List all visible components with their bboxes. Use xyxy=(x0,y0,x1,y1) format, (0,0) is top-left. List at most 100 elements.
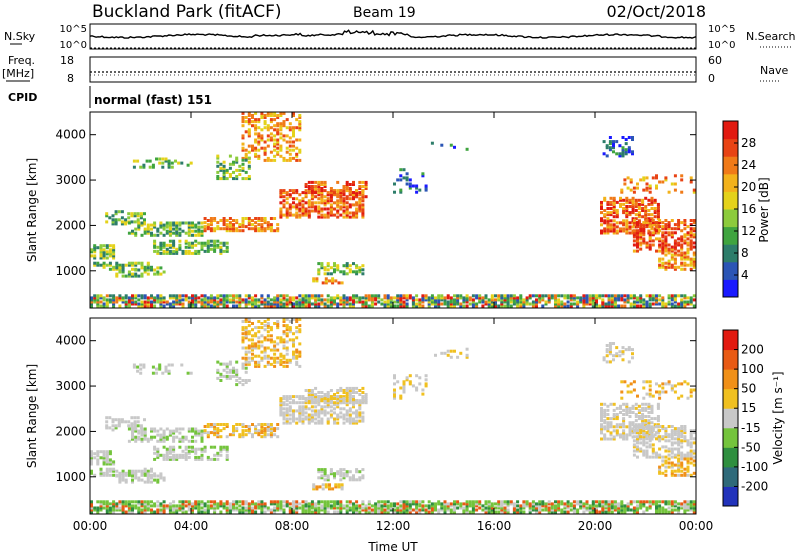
scatter-cell xyxy=(241,320,245,323)
scatter-cell xyxy=(566,500,570,504)
scatter-cell xyxy=(295,211,299,215)
scatter-cell xyxy=(168,508,172,512)
scatter-cell xyxy=(127,508,131,512)
scatter-cell xyxy=(241,508,245,512)
scatter-cell xyxy=(288,126,292,130)
scatter-cell xyxy=(522,298,526,302)
scatter-cell xyxy=(115,274,119,278)
scatter-cell xyxy=(339,191,343,195)
scatter-cell xyxy=(251,352,254,356)
scatter-cell xyxy=(209,294,213,298)
scatter-cell xyxy=(146,302,150,306)
scatter-cell xyxy=(595,510,598,514)
scatter-cell xyxy=(639,178,643,182)
scatter-cell xyxy=(288,395,292,399)
scatter-cell xyxy=(667,435,671,439)
scatter-cell xyxy=(427,500,431,504)
scatter-cell xyxy=(692,227,696,231)
scatter-cell xyxy=(140,296,144,300)
scatter-cell xyxy=(621,146,625,150)
scatter-cell xyxy=(402,506,406,510)
scatter-cell xyxy=(358,506,362,510)
scatter-cell xyxy=(576,304,580,308)
scatter-cell xyxy=(582,296,586,300)
scatter-cell xyxy=(96,300,100,304)
scatter-cell xyxy=(295,300,299,304)
scatter-cell xyxy=(437,300,441,304)
scatter-cell xyxy=(99,469,103,473)
scatter-cell xyxy=(244,300,248,304)
scatter-cell xyxy=(162,298,166,302)
scatter-cell xyxy=(355,272,359,276)
colorbar-segment xyxy=(723,279,738,298)
scatter-cell xyxy=(118,506,122,510)
scatter-cell xyxy=(396,300,400,304)
scatter-cell xyxy=(405,510,409,514)
scatter-cell xyxy=(680,245,684,249)
scatter-cell xyxy=(96,460,100,464)
scatter-cell xyxy=(228,217,232,220)
scatter-cell xyxy=(361,304,365,308)
scatter-cell xyxy=(219,500,223,504)
scatter-cell xyxy=(260,300,264,304)
scatter-cell xyxy=(348,470,352,474)
scatter-cell xyxy=(317,403,321,407)
scatter-cell xyxy=(609,211,613,215)
scatter-cell xyxy=(653,215,657,219)
scatter-cell xyxy=(232,370,235,374)
scatter-cell xyxy=(622,207,626,210)
scatter-cell xyxy=(333,403,336,407)
scatter-cell xyxy=(655,229,658,233)
scatter-cell xyxy=(298,138,302,142)
scatter-cell xyxy=(531,508,535,512)
scatter-cell xyxy=(304,510,308,514)
scatter-cell xyxy=(620,298,624,302)
scatter-cell xyxy=(143,429,147,433)
scatter-cell xyxy=(178,239,182,243)
scatter-cell xyxy=(159,247,163,251)
scatter-cell xyxy=(172,227,176,231)
scatter-cell xyxy=(146,480,150,484)
scatter-cell xyxy=(206,243,210,247)
scatter-cell xyxy=(153,298,157,302)
scatter-cell xyxy=(329,203,333,207)
scatter-cell xyxy=(150,469,153,473)
scatter-cell xyxy=(636,229,639,233)
scatter-cell xyxy=(399,396,403,400)
scatter-cell xyxy=(631,356,634,360)
scatter-cell xyxy=(418,382,422,386)
scatter-cell xyxy=(339,407,343,411)
scatter-cell xyxy=(137,221,141,225)
scatter-cell xyxy=(257,340,261,344)
scatter-cell xyxy=(604,502,608,506)
scatter-cell xyxy=(554,504,557,508)
scatter-cell xyxy=(241,116,245,119)
scatter-cell xyxy=(606,231,610,235)
scatter-cell xyxy=(276,132,280,136)
scatter-cell xyxy=(352,191,355,195)
scatter-cell xyxy=(213,504,217,508)
scatter-cell xyxy=(310,180,314,184)
scatter-cell xyxy=(603,437,607,441)
scatter-cell xyxy=(650,217,654,221)
scatter-cell xyxy=(213,429,217,433)
scatter-cell xyxy=(623,510,627,514)
scatter-cell xyxy=(266,360,270,364)
scatter-cell xyxy=(434,300,437,304)
scatter-cell xyxy=(165,247,169,251)
scatter-cell xyxy=(232,296,235,300)
scatter-cell xyxy=(266,322,270,325)
scatter-cell xyxy=(317,268,321,272)
scatter-cell xyxy=(115,506,119,510)
scatter-cell xyxy=(244,360,248,364)
scatter-cell xyxy=(631,205,635,208)
scatter-cell xyxy=(661,245,665,249)
scatter-cell xyxy=(650,196,654,200)
scatter-cell xyxy=(585,500,589,504)
scatter-cell xyxy=(627,150,631,154)
scatter-cell xyxy=(405,376,409,380)
scatter-cell xyxy=(153,239,157,243)
scatter-cell xyxy=(647,209,651,212)
scatter-cell xyxy=(251,296,254,300)
scatter-cell xyxy=(673,300,677,304)
